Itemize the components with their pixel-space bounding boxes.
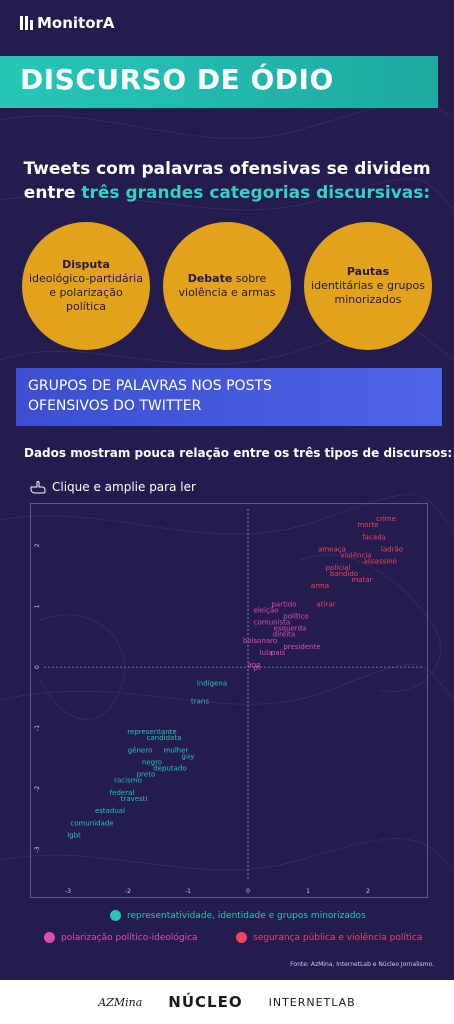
point-label-series-0: travesti	[121, 795, 148, 803]
legend-label: segurança pública e violência política	[253, 932, 423, 943]
section-band: GRUPOS DE PALAVRAS NOS POSTS OFENSIVOS DO…	[16, 368, 442, 426]
point-label-series-2: ladrão	[381, 546, 403, 554]
x-tick-label: 0	[246, 888, 250, 895]
axis-ticks: -3 -2 -1 0 1 2 -3 -2 -1 0 1 2	[34, 543, 370, 895]
y-tick-label: 0	[34, 665, 41, 669]
point-label-series-0: estadual	[95, 807, 125, 815]
lead-text: Tweets com palavras ofensivas se dividem…	[0, 157, 454, 205]
point-label-series-1: país	[271, 649, 286, 657]
lead-line-1: Tweets com palavras ofensivas se dividem	[23, 159, 431, 179]
category-bubble-debate: Debate sobre violência e armas	[163, 222, 291, 350]
point-label-series-2: assassino	[363, 558, 397, 566]
lead-highlight: três grandes categorias discursivas:	[81, 183, 431, 203]
category-text: ideológico-partidária e polarização polí…	[29, 272, 143, 313]
chart-subtitle: Dados mostram pouca relação entre os trê…	[24, 446, 453, 460]
point-label-series-2: atirar	[316, 600, 335, 608]
point-label-series-2: violência	[340, 552, 371, 560]
hand-pointer-icon	[30, 481, 46, 494]
point-label-series-0: negro	[142, 758, 162, 766]
point-label-series-2: bandido	[330, 570, 358, 578]
reference-lines	[44, 509, 422, 880]
footer: AZMina NÚCLEO INTERNETLAB	[0, 980, 454, 1024]
source-note: Fonte: AzMina, InternetLab e Núcleo Jorn…	[290, 961, 434, 968]
x-tick-label: -2	[125, 888, 131, 895]
point-label-series-2: ameaça	[318, 546, 346, 554]
category-bubble-disputa: Disputa ideológico-partidária e polarizaç…	[22, 222, 150, 350]
point-label-series-1: esquerda	[274, 625, 307, 633]
legend-swatch	[110, 910, 121, 921]
section-title-line-2: OFENSIVOS DO TWITTER	[28, 398, 202, 414]
x-tick-label: 2	[366, 888, 370, 895]
point-label-series-2: matar	[351, 576, 372, 584]
point-label-series-1: presidente	[283, 643, 320, 651]
point-label-series-1: ano	[247, 661, 260, 669]
legend-item-red: segurança pública e violência política	[236, 932, 422, 943]
brand-name: MonitorA	[37, 14, 115, 32]
legend-swatch	[236, 932, 247, 943]
footer-partner-internetlab: INTERNETLAB	[268, 995, 356, 1009]
point-label-series-0: candidata	[147, 734, 182, 742]
section-title-line-1: GRUPOS DE PALAVRAS NOS POSTS	[28, 378, 272, 394]
lead-line-2-prefix: entre	[23, 183, 82, 203]
point-label-series-2: morte	[357, 521, 378, 529]
category-bold: Disputa	[62, 258, 110, 271]
category-bubble-pautas: Pautas identitárias e grupos minorizados	[304, 222, 432, 350]
footer-partner-nucleo: NÚCLEO	[168, 993, 243, 1011]
zoom-hint[interactable]: Clique e amplie para ler	[30, 480, 196, 494]
category-bold: Debate	[187, 272, 233, 285]
point-label-series-0: representante	[127, 728, 176, 736]
point-label-series-0: lgbt	[67, 831, 81, 839]
point-label-series-1: lula	[260, 649, 273, 657]
legend-item-pink: polarização político-ideológica	[44, 932, 198, 943]
point-label-series-2: policial	[326, 564, 351, 572]
x-tick-label: 1	[306, 888, 310, 895]
x-tick-label: -3	[65, 888, 71, 895]
point-label-series-0: racismo	[114, 777, 142, 785]
legend-item-teal: representatividade, identidade e grupos …	[110, 910, 366, 921]
point-label-series-0: mulher	[164, 746, 189, 754]
point-label-series-0: comunidade	[70, 819, 113, 827]
point-label-series-1: partido	[271, 600, 296, 608]
brand-logo: MonitorA	[20, 14, 115, 32]
plot-frame	[30, 503, 428, 898]
x-tick-label: -1	[185, 888, 191, 895]
y-tick-label: -2	[34, 786, 41, 792]
point-label-series-0: federal	[110, 789, 135, 797]
point-label-series-1: bolsonaro	[243, 637, 277, 645]
title-band: DISCURSO DE ÓDIO	[0, 56, 438, 108]
lead-line-2: entre três grandes categorias discursiva…	[0, 181, 454, 205]
legend-label: representatividade, identidade e grupos …	[127, 910, 366, 921]
point-label-series-2: arma	[311, 582, 329, 590]
page-title: DISCURSO DE ÓDIO	[20, 63, 334, 96]
point-label-series-1: direita	[273, 631, 295, 639]
point-label-series-1: comunista	[254, 619, 290, 627]
point-label-series-0: gênero	[128, 746, 153, 754]
point-label-series-1: político	[283, 612, 308, 620]
y-tick-label: 2	[34, 543, 41, 547]
legend-label: polarização político-ideológica	[61, 932, 198, 943]
section-title: GRUPOS DE PALAVRAS NOS POSTS OFENSIVOS DO…	[28, 376, 272, 416]
point-label-series-0: gay	[182, 752, 195, 760]
point-label-series-2: facada	[362, 533, 386, 541]
category-text: sobre violência e armas	[178, 272, 276, 299]
point-label-series-2: crime	[376, 515, 396, 523]
y-tick-label: -1	[34, 725, 41, 731]
point-label-series-1: pt	[253, 664, 260, 672]
point-label-series-0: preto	[137, 771, 156, 779]
y-tick-label: -3	[34, 846, 41, 852]
footer-partner-azmina: AZMina	[98, 995, 143, 1009]
point-label-series-0: indígena	[197, 679, 227, 687]
point-label-series-1: eleição	[254, 606, 279, 614]
brand-bars-icon	[20, 16, 33, 30]
category-text: identitárias e grupos minorizados	[311, 279, 425, 306]
zoom-hint-text: Clique e amplie para ler	[52, 480, 196, 494]
y-tick-label: 1	[34, 604, 41, 608]
category-bold: Pautas	[346, 265, 390, 278]
point-label-series-0: deputado	[153, 765, 186, 773]
point-label-series-0: trans	[191, 698, 209, 706]
legend-swatch	[44, 932, 55, 943]
